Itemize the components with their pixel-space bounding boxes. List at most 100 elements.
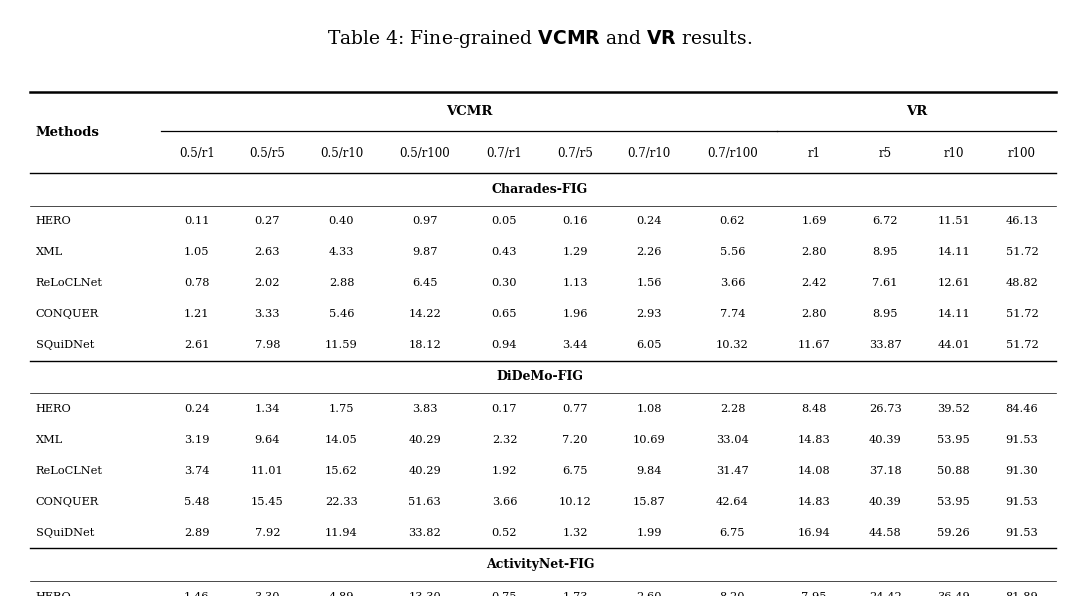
Text: 2.80: 2.80 — [801, 247, 827, 257]
Text: 24.42: 24.42 — [869, 592, 902, 596]
Text: VR: VR — [906, 105, 928, 117]
Text: 44.01: 44.01 — [937, 340, 970, 350]
Text: 51.72: 51.72 — [1005, 247, 1038, 257]
Text: 0.05: 0.05 — [491, 216, 517, 226]
Text: 3.66: 3.66 — [491, 497, 517, 507]
Text: 7.92: 7.92 — [255, 528, 280, 538]
Text: 1.32: 1.32 — [563, 528, 588, 538]
Text: 1.05: 1.05 — [184, 247, 210, 257]
Text: 1.99: 1.99 — [636, 528, 662, 538]
Text: Charades-FIG: Charades-FIG — [491, 183, 589, 195]
Text: SQuiDNet: SQuiDNet — [36, 528, 94, 538]
Text: 0.30: 0.30 — [491, 278, 517, 288]
Text: 2.32: 2.32 — [491, 435, 517, 445]
Text: 11.51: 11.51 — [937, 216, 970, 226]
Text: 2.60: 2.60 — [636, 592, 662, 596]
Text: 51.63: 51.63 — [408, 497, 441, 507]
Text: 0.75: 0.75 — [491, 592, 517, 596]
Text: 0.27: 0.27 — [255, 216, 280, 226]
Text: 0.7/r100: 0.7/r100 — [707, 147, 758, 160]
Text: 3.30: 3.30 — [255, 592, 280, 596]
Text: 37.18: 37.18 — [869, 466, 902, 476]
Text: 91.53: 91.53 — [1005, 528, 1038, 538]
Text: 0.24: 0.24 — [184, 404, 210, 414]
Text: 22.33: 22.33 — [325, 497, 357, 507]
Text: 11.59: 11.59 — [325, 340, 357, 350]
Text: 7.95: 7.95 — [801, 592, 827, 596]
Text: 9.84: 9.84 — [636, 466, 662, 476]
Text: 0.40: 0.40 — [328, 216, 354, 226]
Text: 10.32: 10.32 — [716, 340, 748, 350]
Text: 91.53: 91.53 — [1005, 435, 1038, 445]
Text: 1.69: 1.69 — [801, 216, 827, 226]
Text: 0.5/r10: 0.5/r10 — [320, 147, 363, 160]
Text: r1: r1 — [808, 147, 821, 160]
Text: HERO: HERO — [36, 216, 71, 226]
Text: CONQUER: CONQUER — [36, 497, 99, 507]
Text: 53.95: 53.95 — [937, 497, 970, 507]
Text: 3.33: 3.33 — [255, 309, 280, 319]
Text: 2.89: 2.89 — [184, 528, 210, 538]
Text: 26.73: 26.73 — [869, 404, 902, 414]
Text: 2.61: 2.61 — [184, 340, 210, 350]
Text: 0.62: 0.62 — [719, 216, 745, 226]
Text: 4.33: 4.33 — [328, 247, 354, 257]
Text: 0.43: 0.43 — [491, 247, 517, 257]
Text: Methods: Methods — [36, 126, 99, 139]
Text: 14.05: 14.05 — [325, 435, 357, 445]
Text: 12.61: 12.61 — [937, 278, 970, 288]
Text: 48.82: 48.82 — [1005, 278, 1038, 288]
Text: 0.16: 0.16 — [563, 216, 588, 226]
Text: 10.69: 10.69 — [633, 435, 665, 445]
Text: 40.29: 40.29 — [408, 435, 441, 445]
Text: 1.46: 1.46 — [184, 592, 210, 596]
Text: 0.5/r5: 0.5/r5 — [249, 147, 285, 160]
Text: 2.80: 2.80 — [801, 309, 827, 319]
Text: 0.78: 0.78 — [184, 278, 210, 288]
Text: 8.95: 8.95 — [873, 247, 897, 257]
Text: 11.94: 11.94 — [325, 528, 357, 538]
Text: 6.75: 6.75 — [719, 528, 745, 538]
Text: 40.29: 40.29 — [408, 466, 441, 476]
Text: ReLoCLNet: ReLoCLNet — [36, 466, 103, 476]
Text: 50.88: 50.88 — [937, 466, 970, 476]
Text: 6.72: 6.72 — [873, 216, 897, 226]
Text: 8.20: 8.20 — [719, 592, 745, 596]
Text: 0.94: 0.94 — [491, 340, 517, 350]
Text: 1.08: 1.08 — [636, 404, 662, 414]
Text: r10: r10 — [944, 147, 963, 160]
Text: 16.94: 16.94 — [798, 528, 831, 538]
Text: 1.73: 1.73 — [563, 592, 588, 596]
Text: ReLoCLNet: ReLoCLNet — [36, 278, 103, 288]
Text: 15.62: 15.62 — [325, 466, 357, 476]
Text: 5.46: 5.46 — [328, 309, 354, 319]
Text: 1.29: 1.29 — [563, 247, 588, 257]
Text: 7.74: 7.74 — [719, 309, 745, 319]
Text: 0.7/r10: 0.7/r10 — [627, 147, 671, 160]
Text: 42.64: 42.64 — [716, 497, 748, 507]
Text: 31.47: 31.47 — [716, 466, 748, 476]
Text: 81.89: 81.89 — [1005, 592, 1038, 596]
Text: 3.83: 3.83 — [411, 404, 437, 414]
Text: 14.83: 14.83 — [798, 435, 831, 445]
Text: 3.74: 3.74 — [184, 466, 210, 476]
Text: 14.11: 14.11 — [937, 247, 970, 257]
Text: 7.61: 7.61 — [873, 278, 897, 288]
Text: SQuiDNet: SQuiDNet — [36, 340, 94, 350]
Text: 11.67: 11.67 — [798, 340, 831, 350]
Text: 33.87: 33.87 — [869, 340, 902, 350]
Text: 1.56: 1.56 — [636, 278, 662, 288]
Text: 10.12: 10.12 — [558, 497, 592, 507]
Text: 1.92: 1.92 — [491, 466, 517, 476]
Text: 0.11: 0.11 — [184, 216, 210, 226]
Text: 0.97: 0.97 — [411, 216, 437, 226]
Text: CONQUER: CONQUER — [36, 309, 99, 319]
Text: 11.01: 11.01 — [251, 466, 284, 476]
Text: HERO: HERO — [36, 404, 71, 414]
Text: 0.77: 0.77 — [563, 404, 588, 414]
Text: 2.26: 2.26 — [636, 247, 662, 257]
Text: 2.88: 2.88 — [328, 278, 354, 288]
Text: 59.26: 59.26 — [937, 528, 970, 538]
Text: 46.13: 46.13 — [1005, 216, 1038, 226]
Text: 0.52: 0.52 — [491, 528, 517, 538]
